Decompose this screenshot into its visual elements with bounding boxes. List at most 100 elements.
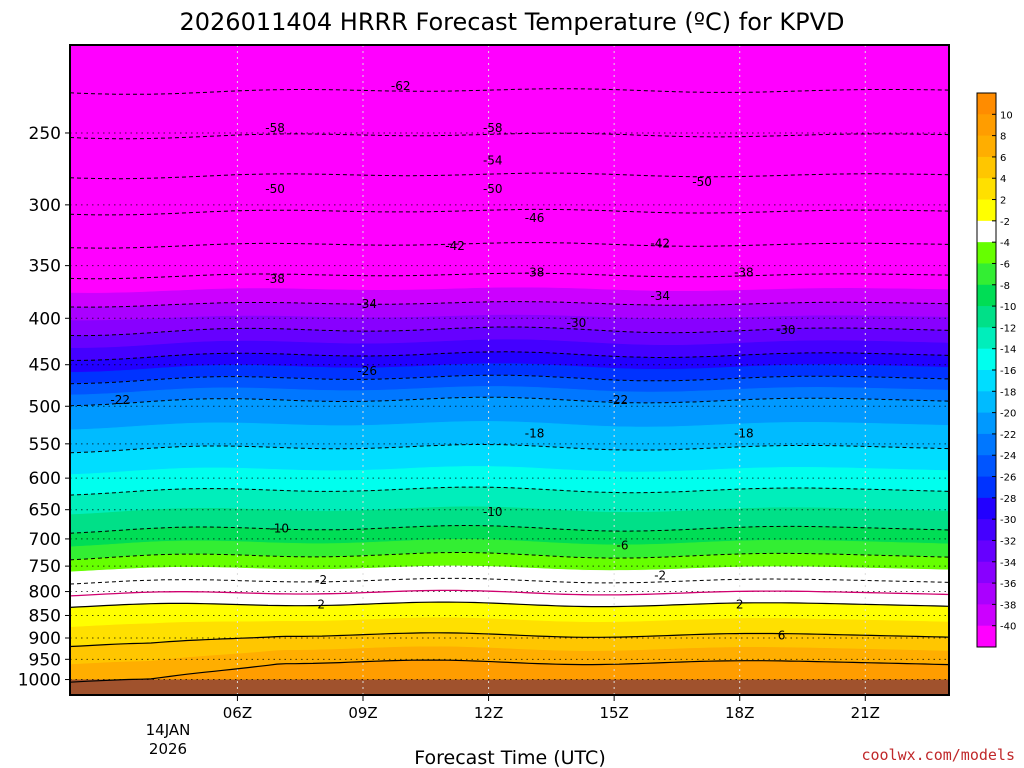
colorbar-label-11: -14 [1000,345,1016,356]
y-tick-label-700: 700 [29,530,61,550]
colorbar-label-7: -6 [1000,259,1010,270]
colorbar-swatch-14 [977,391,996,414]
ground-fill [70,679,949,695]
x-tick-label-9: 09Z [348,704,377,722]
colorbar-label-16: -24 [1000,451,1016,462]
contour-m2 [70,577,949,585]
colorbar-swatch-1 [977,114,996,137]
y-tick-label-900: 900 [29,629,61,649]
temperature-bands [70,45,949,695]
contour-m26 [70,374,949,385]
contour-lines [70,88,949,683]
colorbar-swatch-15 [977,412,996,435]
contour-label-1: -58 [265,121,285,135]
colorbar-swatch-24 [977,604,996,627]
colorbar-label-24: -40 [1000,622,1016,633]
contour-label-21: -18 [734,427,754,441]
colorbar-swatch-23 [977,583,996,605]
contour-label-4: -50 [265,182,285,196]
y-tick-label-450: 450 [29,356,61,376]
colorbar-label-10: -12 [1000,323,1016,334]
ground-layer [70,679,949,695]
colorbar-swatch-2 [977,135,996,158]
colorbar-label-21: -34 [1000,558,1016,569]
plot-frame [69,44,950,696]
y-tick-label-600: 600 [29,469,61,489]
contour-m38 [70,301,949,308]
x-tick-label-12: 12Z [474,704,503,722]
colorbar-label-9: -10 [1000,302,1016,313]
colorbar-label-5: -2 [1000,217,1010,228]
colorbar-swatch-20 [977,519,996,541]
colorbar-swatch-19 [977,497,996,520]
y-tick-label-1000: 1000 [18,671,61,691]
colorbar-label-2: 6 [1000,153,1006,164]
contour-6 [70,632,949,648]
colorbar-label-14: -20 [1000,409,1016,420]
contour-label-18: -22 [110,393,130,407]
colorbar-swatch-5 [977,199,996,222]
contour-label-3: -54 [483,153,503,167]
y-tick-label-950: 950 [29,650,61,670]
colorbar-swatch-9 [977,284,996,307]
colorbar-label-4: 2 [1000,196,1006,207]
x-tick-label-15: 15Z [599,704,628,722]
contour-label-10: -38 [265,272,285,286]
y-tick-label-750: 750 [29,557,61,577]
colorbar-swatch-16 [977,433,996,456]
credit-link[interactable]: coolwx.com/models [861,746,1015,764]
contour-label-20: -18 [525,427,545,441]
colorbar-swatch-10 [977,306,996,328]
colorbar-swatch-4 [977,178,996,200]
contour-m58 [70,132,949,140]
x-axis: 06Z 09Z 12Z 15Z 18Z 21Z [223,695,880,722]
x-tick-label-21: 21Z [851,704,880,722]
date-label-day: 14JAN [146,721,191,739]
contour-label-12: -38 [734,265,754,279]
contour-label-23: -10 [483,505,503,519]
x-axis-label: Forecast Time (UTC) [414,747,605,768]
colorbar-swatch-6 [977,220,996,243]
colorbar-swatch-12 [977,348,996,371]
colorbar-label-23: -38 [1000,600,1016,611]
contour-label-7: -46 [525,211,545,225]
colorbar-label-8: -8 [1000,281,1010,292]
contour-m46 [70,242,949,249]
colorbar-swatch-17 [977,455,996,477]
y-tick-label-800: 800 [29,583,61,603]
contour-label-9: -42 [650,237,670,251]
contour-label-6: -50 [692,175,712,189]
colorbar-swatch-25 [977,625,996,648]
contour-label-22: -10 [269,522,289,536]
colorbar-swatch-7 [977,242,996,264]
colorbar-swatch-11 [977,327,996,350]
y-tick-label-350: 350 [29,257,61,277]
contour-label-29: 6 [778,628,786,642]
y-tick-label-400: 400 [29,309,61,329]
colorbar-label-1: 8 [1000,132,1006,143]
grid-lines [70,45,949,695]
contour-2 [70,601,949,608]
colorbar-swatch-3 [977,156,996,179]
contour-label-26: -2 [315,573,327,587]
contour-m14 [70,486,949,496]
contour-label-5: -50 [483,182,503,196]
contour-m18 [70,444,949,454]
date-label-year: 2026 [149,740,187,758]
contour-label-25: -2 [654,568,666,582]
colorbar-label-6: -4 [1000,238,1010,249]
y-tick-label-250: 250 [29,124,61,144]
colorbar-swatch-21 [977,540,996,563]
contour-label-15: -30 [567,316,587,330]
colorbar-label-17: -26 [1000,473,1016,484]
colorbar: 10 8 6 4 2 -2 -4 -6 -8 -10 -12 -14 -16 -18 -20 -22 -24 -2… [976,92,1016,648]
contour-label-0: -62 [391,79,411,93]
y-axis: 250 300 350 400 450 500 550 600 650 700 750 800 850 9… [18,124,70,691]
contour-label-11: -38 [525,265,545,279]
contour-label-27: 2 [317,598,325,612]
plot-area: -62-58 -58-54-50 -50 -50-46-42 -42-38 -38 -38-… [70,45,949,695]
contour-label-2: -58 [483,121,503,135]
y-tick-label-500: 500 [29,397,61,417]
colorbar-label-15: -22 [1000,430,1016,441]
